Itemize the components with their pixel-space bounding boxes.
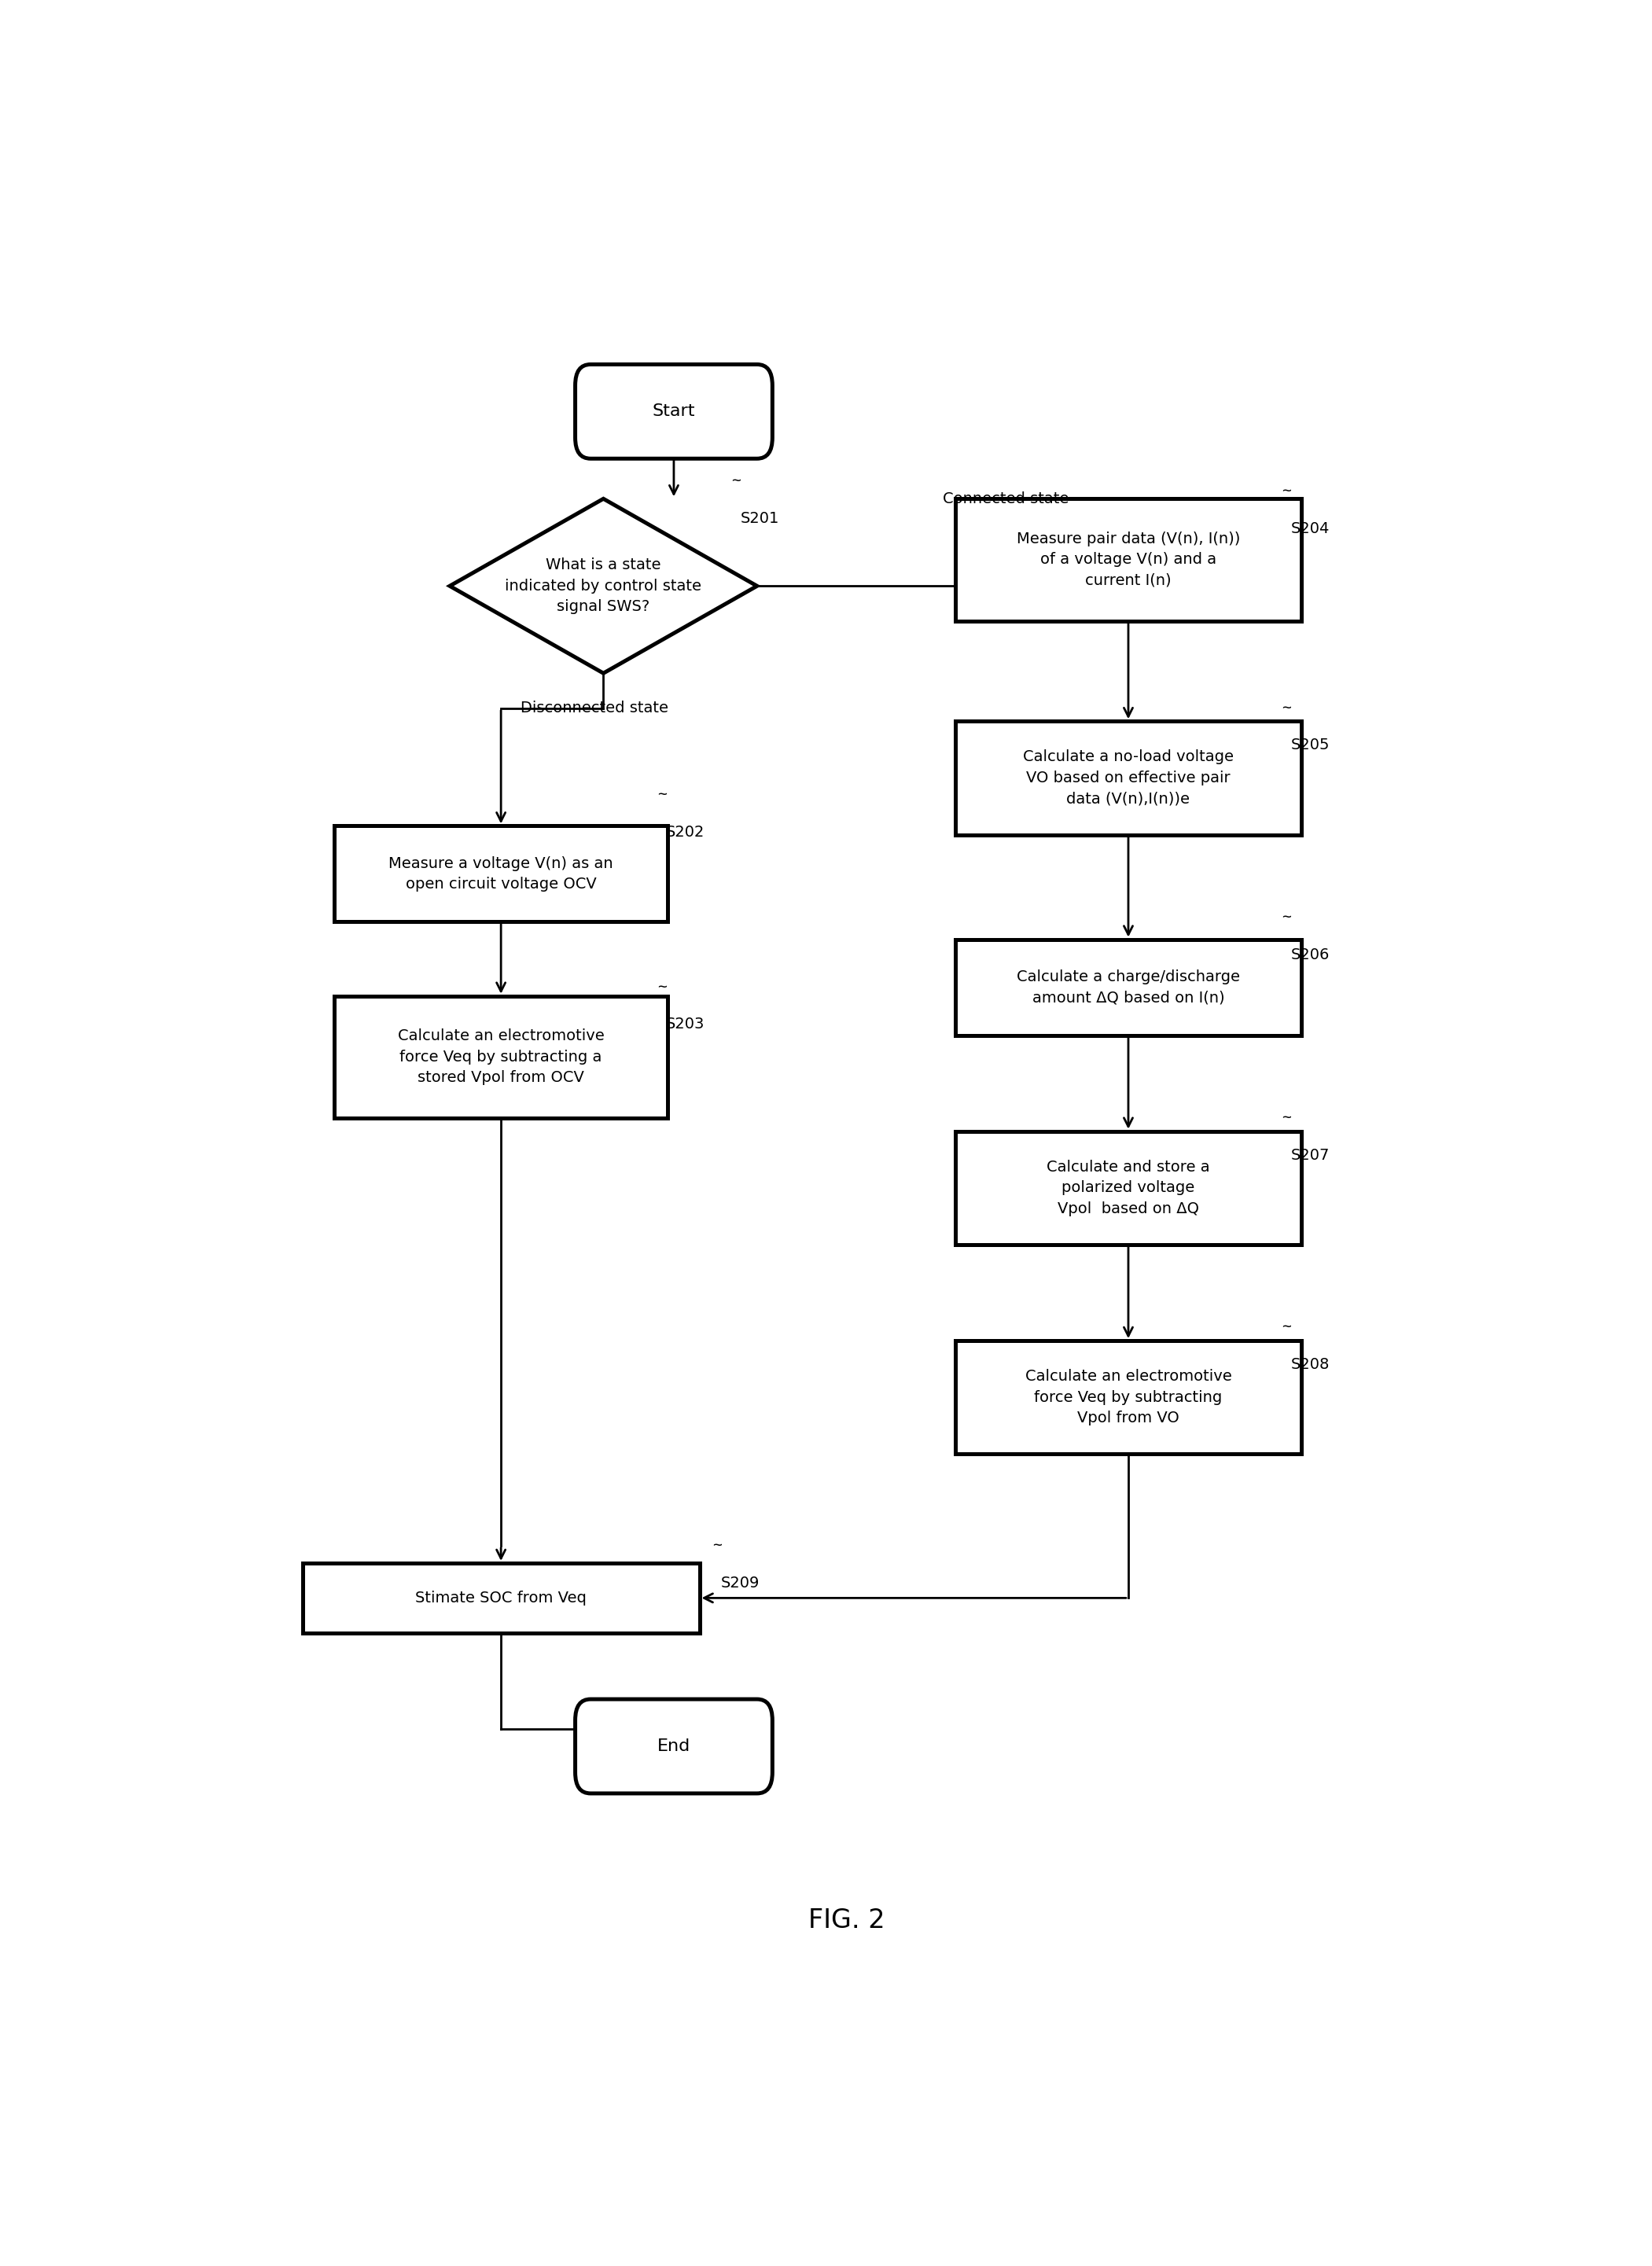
Bar — [302, 1564, 699, 1634]
Text: ~: ~ — [1282, 909, 1292, 925]
Text: S208: S208 — [1290, 1357, 1330, 1373]
Text: ~: ~ — [657, 786, 666, 802]
Text: ~: ~ — [1282, 485, 1292, 499]
Bar — [334, 825, 667, 922]
Text: Stimate SOC from Veq: Stimate SOC from Veq — [415, 1591, 586, 1604]
Bar — [955, 721, 1302, 834]
Text: Disconnected state: Disconnected state — [520, 700, 667, 716]
Text: S205: S205 — [1290, 739, 1330, 752]
FancyBboxPatch shape — [575, 1700, 773, 1792]
Bar — [334, 997, 667, 1117]
Text: ~: ~ — [1282, 700, 1292, 716]
Polygon shape — [449, 499, 757, 673]
Text: S206: S206 — [1290, 947, 1330, 963]
Text: Calculate an electromotive
force Veq by subtracting
Vpol from VO: Calculate an electromotive force Veq by … — [1024, 1369, 1232, 1425]
Text: End: End — [657, 1738, 691, 1754]
Text: Measure pair data (V(n), I(n))
of a voltage V(n) and a
current I(n): Measure pair data (V(n), I(n)) of a volt… — [1016, 533, 1241, 589]
Text: Connected state: Connected state — [943, 492, 1069, 505]
Text: What is a state
indicated by control state
signal SWS?: What is a state indicated by control sta… — [506, 557, 702, 614]
Bar — [955, 940, 1302, 1036]
Text: S202: S202 — [666, 825, 705, 841]
Text: Calculate a charge/discharge
amount ΔQ based on I(n): Calculate a charge/discharge amount ΔQ b… — [1016, 970, 1241, 1006]
Text: Start: Start — [653, 403, 695, 419]
Text: S207: S207 — [1290, 1149, 1330, 1162]
Text: ~: ~ — [1282, 1110, 1292, 1126]
Text: ~: ~ — [657, 979, 666, 995]
FancyBboxPatch shape — [575, 365, 773, 458]
Text: S203: S203 — [666, 1017, 705, 1031]
Text: S204: S204 — [1290, 521, 1330, 537]
Text: S209: S209 — [722, 1575, 760, 1591]
Text: Calculate a no-load voltage
VO based on effective pair
data (V(n),I(n))e: Calculate a no-load voltage VO based on … — [1023, 750, 1234, 807]
Text: Calculate and store a
polarized voltage
Vpol  based on ΔQ: Calculate and store a polarized voltage … — [1047, 1160, 1209, 1217]
Text: FIG. 2: FIG. 2 — [808, 1908, 885, 1933]
Bar — [955, 1341, 1302, 1455]
Bar — [955, 499, 1302, 621]
Text: Calculate an electromotive
force Veq by subtracting a
stored Vpol from OCV: Calculate an electromotive force Veq by … — [398, 1029, 605, 1085]
Text: ~: ~ — [732, 474, 740, 487]
Text: ~: ~ — [712, 1539, 722, 1552]
Text: ~: ~ — [1282, 1319, 1292, 1335]
Bar — [955, 1131, 1302, 1244]
Text: Measure a voltage V(n) as an
open circuit voltage OCV: Measure a voltage V(n) as an open circui… — [388, 857, 613, 893]
Text: S201: S201 — [740, 510, 780, 526]
